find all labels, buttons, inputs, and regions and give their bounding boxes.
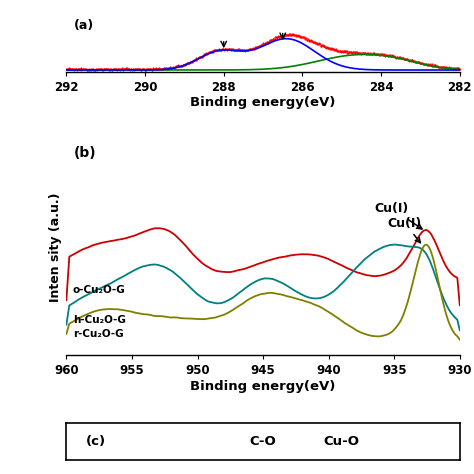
- Text: (b): (b): [74, 146, 97, 159]
- Text: C-O: C-O: [250, 435, 276, 448]
- X-axis label: Binding energy(eV): Binding energy(eV): [191, 380, 336, 393]
- X-axis label: Binding energy(eV): Binding energy(eV): [191, 97, 336, 109]
- Text: r-Cu₂O-G: r-Cu₂O-G: [73, 328, 124, 338]
- Text: Cu-O: Cu-O: [324, 435, 360, 448]
- Text: (a): (a): [74, 19, 94, 32]
- Text: (c): (c): [86, 435, 106, 448]
- Text: Cu(I): Cu(I): [374, 202, 422, 229]
- Text: Cu(I): Cu(I): [388, 217, 422, 243]
- Y-axis label: Inten sity (a.u.): Inten sity (a.u.): [49, 192, 62, 302]
- Text: o-Cu₂O-G: o-Cu₂O-G: [73, 285, 126, 295]
- Text: h-Cu₂O-G: h-Cu₂O-G: [73, 315, 126, 325]
